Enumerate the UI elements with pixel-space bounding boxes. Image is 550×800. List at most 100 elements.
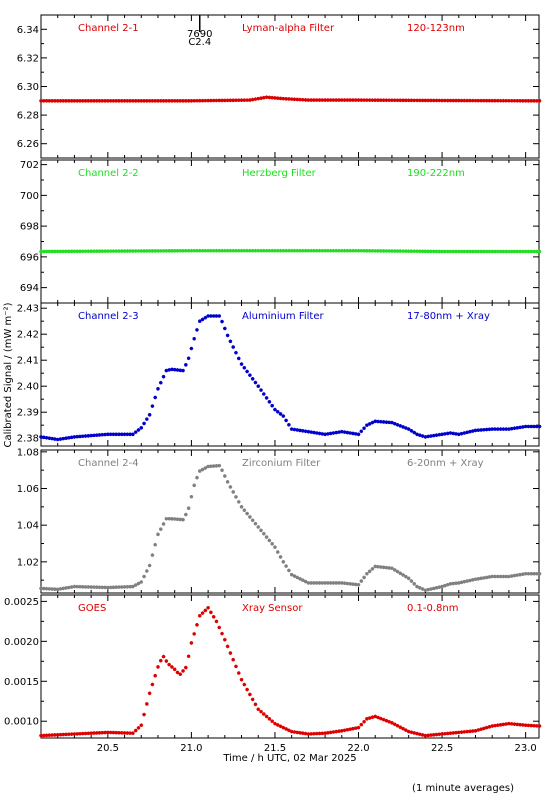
data-point <box>431 433 436 438</box>
data-point <box>392 568 397 572</box>
panel-band-label: 17-80nm + Xray <box>407 311 490 322</box>
data-point <box>131 731 135 736</box>
data-point <box>320 98 325 102</box>
data-point <box>459 580 464 585</box>
data-point <box>86 585 91 589</box>
data-point <box>250 518 255 523</box>
data-point <box>164 516 169 521</box>
x-tick-label: 21.5 <box>264 743 286 754</box>
data-point <box>223 98 227 103</box>
data-point <box>39 435 43 439</box>
data-point <box>532 723 536 728</box>
chart-panels: 6.26 6.28 6.30 6.32 6.34 Channel 2-1 Lyman-alp… <box>4 14 542 739</box>
data-point <box>521 723 525 727</box>
data-point <box>331 431 336 435</box>
data-point <box>78 731 82 736</box>
data-point <box>133 728 138 733</box>
data-point <box>476 728 481 732</box>
data-point <box>231 98 235 103</box>
series-5 <box>39 605 542 738</box>
data-point <box>161 374 166 379</box>
data-point <box>75 249 80 254</box>
panel-filter-label: Aluminium Filter <box>242 311 325 322</box>
y-tick-label: 702 <box>20 160 39 171</box>
data-point <box>353 726 358 730</box>
data-point <box>39 249 43 254</box>
data-point <box>473 249 478 254</box>
data-point <box>443 731 447 736</box>
data-point <box>270 542 274 546</box>
data-point <box>78 99 82 103</box>
data-point <box>142 574 146 579</box>
data-point <box>231 657 235 662</box>
data-point <box>67 435 71 440</box>
data-point <box>515 573 520 577</box>
data-point <box>225 333 230 338</box>
data-point <box>423 588 428 593</box>
data-point <box>479 249 483 254</box>
data-point <box>253 97 258 101</box>
data-point <box>507 721 511 726</box>
data-point <box>437 249 442 254</box>
data-point <box>170 665 174 669</box>
data-point <box>470 729 475 733</box>
data-point <box>473 577 478 582</box>
data-point <box>331 248 336 253</box>
data-point <box>289 427 294 431</box>
data-point <box>406 427 411 431</box>
data-point <box>139 426 144 430</box>
data-point <box>184 99 188 103</box>
data-point <box>498 574 503 579</box>
data-point <box>334 248 339 253</box>
data-point <box>501 98 506 103</box>
data-point <box>200 611 205 615</box>
data-point <box>451 581 456 586</box>
y-tick-label: 1.04 <box>17 521 39 532</box>
data-point <box>248 98 252 102</box>
data-point <box>334 729 339 734</box>
data-point <box>326 432 330 436</box>
data-point <box>181 248 185 253</box>
data-point <box>404 574 408 579</box>
data-point <box>259 248 263 253</box>
data-point <box>495 249 500 254</box>
data-point <box>521 572 525 577</box>
data-point <box>429 98 433 103</box>
data-point <box>493 723 497 728</box>
data-point <box>465 249 469 254</box>
data-point <box>434 98 439 103</box>
data-point <box>518 98 522 103</box>
data-point <box>295 428 300 432</box>
data-point <box>189 248 194 253</box>
data-point <box>448 582 453 586</box>
data-point <box>384 565 389 570</box>
data-point <box>214 619 219 624</box>
data-point <box>186 99 191 103</box>
data-point <box>89 99 93 103</box>
data-point <box>125 249 130 253</box>
data-point <box>44 99 49 103</box>
data-point <box>128 731 132 735</box>
data-point <box>267 248 272 253</box>
data-point <box>409 579 414 583</box>
data-point <box>314 248 319 253</box>
panel-1: 6.26 6.28 6.30 6.32 6.34 Channel 2-1 Lyman-alp… <box>17 14 542 159</box>
data-point <box>259 528 263 533</box>
data-point <box>58 587 63 591</box>
data-point <box>53 733 57 737</box>
data-point <box>384 718 389 723</box>
data-point <box>39 99 43 103</box>
x-tick-label: 20.5 <box>97 743 119 754</box>
data-point <box>94 731 99 735</box>
data-point <box>220 468 224 473</box>
data-point <box>462 98 467 103</box>
data-point <box>498 249 503 254</box>
data-point <box>340 729 344 733</box>
data-point <box>320 248 325 253</box>
data-point <box>223 326 227 331</box>
data-point <box>323 731 327 736</box>
data-point <box>395 98 400 103</box>
data-point <box>217 248 222 253</box>
data-point <box>39 733 43 738</box>
data-point <box>80 731 85 736</box>
